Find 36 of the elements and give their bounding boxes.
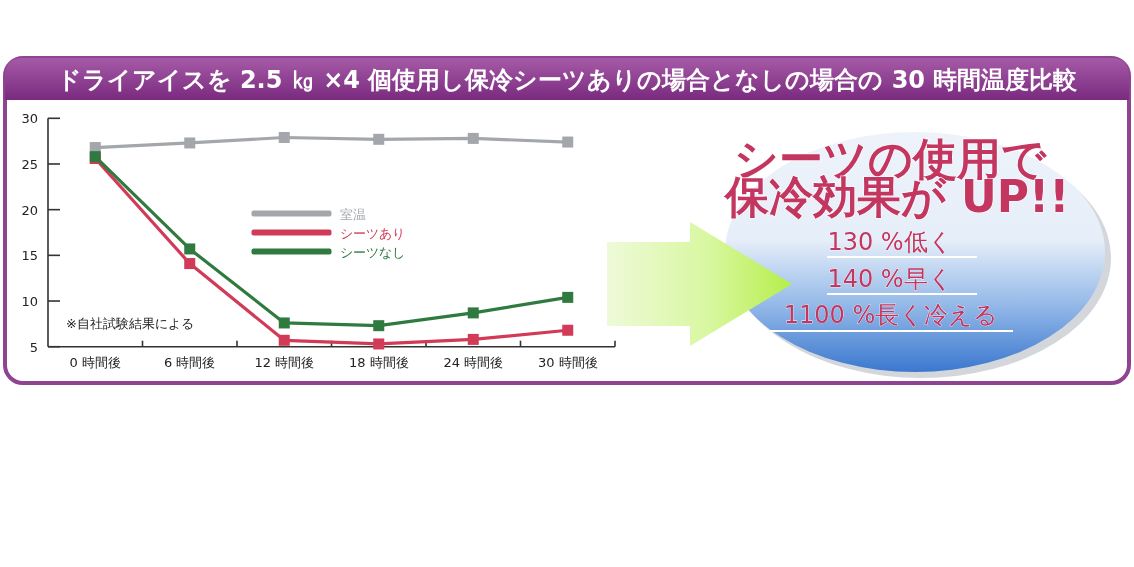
point (467, 132, 479, 144)
legend: 室温 シーツあり シーツなし (251, 206, 405, 260)
point (562, 324, 574, 336)
chart-title: ドライアイスを 2.5 ㎏ ×4 個使用し保冷シーツありの場合となしの場合の 30 時間温度比較 (56, 66, 1079, 94)
point (373, 338, 385, 350)
text: 130 %低く (827, 228, 953, 256)
y-tick-label: 5 (29, 339, 38, 355)
point (278, 131, 290, 143)
point (184, 243, 196, 255)
y-tick-label: 25 (21, 156, 38, 172)
annotation: ※自社試験結果による (66, 315, 194, 331)
point (184, 137, 196, 149)
point (278, 317, 290, 329)
point (562, 291, 574, 303)
x-tick-label: 18 時間後 (348, 354, 409, 370)
point (467, 333, 479, 345)
point (562, 136, 574, 148)
y-tick-label: 20 (21, 202, 38, 218)
text: 1100 %長く冷える (783, 301, 999, 329)
x-tick-label: 12 時間後 (254, 354, 315, 370)
x-tick-label: 0 時間後 (69, 354, 121, 370)
point (278, 334, 290, 346)
text: 140 %早く (827, 265, 953, 293)
point (373, 320, 385, 332)
text: シーツあり (339, 225, 405, 241)
point (184, 258, 196, 270)
x-tick-label: 30 時間後 (537, 354, 598, 370)
y-tick-label: 10 (21, 294, 38, 310)
text: 室温 (339, 206, 366, 222)
y-tick-label: 15 (21, 248, 38, 264)
y-tick-label: 30 (21, 111, 38, 127)
point (373, 133, 385, 145)
text: シーツなし (339, 244, 405, 260)
point (467, 307, 479, 319)
x-tick-label: 24 時間後 (443, 354, 504, 370)
x-tick-label: 6 時間後 (164, 354, 216, 370)
